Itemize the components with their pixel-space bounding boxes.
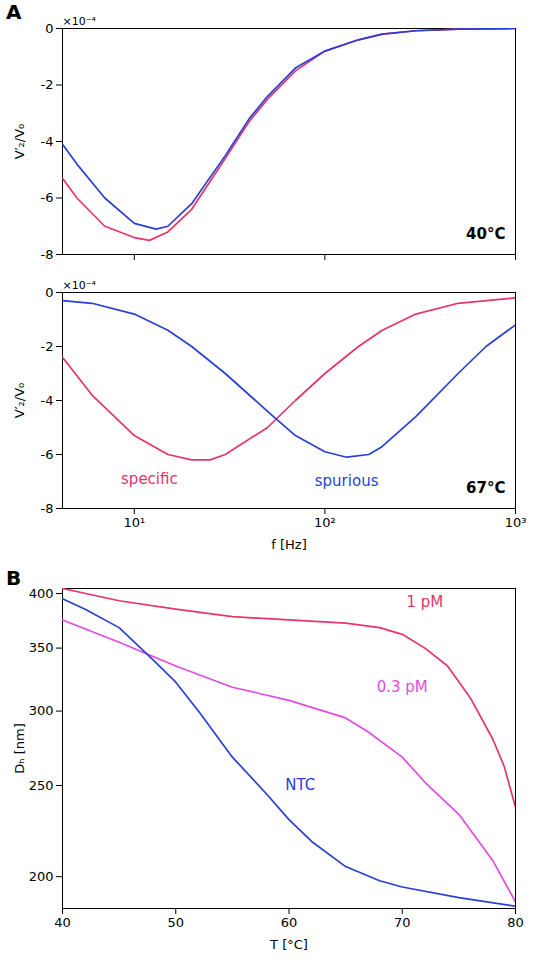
html-text:B: B	[6, 566, 22, 590]
svg-text:250: 250	[29, 778, 54, 793]
svg-text:40: 40	[54, 915, 71, 930]
html-text:A: A	[6, 0, 22, 24]
svg-text:60: 60	[281, 915, 298, 930]
svg-text:67°C: 67°C	[466, 479, 505, 497]
svg-text:spurious: spurious	[315, 472, 379, 490]
svg-text:specific: specific	[121, 470, 178, 488]
svg-text:×10⁻⁴: ×10⁻⁴	[63, 279, 97, 292]
svg-text:350: 350	[29, 640, 54, 655]
svg-text:200: 200	[29, 869, 54, 884]
svg-text:80: 80	[507, 915, 524, 930]
svg-text:0: 0	[45, 285, 53, 300]
svg-text:0: 0	[45, 21, 53, 36]
svg-text:40°C: 40°C	[466, 225, 505, 243]
svg-text:-8: -8	[41, 247, 54, 262]
svg-text:×10⁻⁴: ×10⁻⁴	[63, 15, 97, 28]
svg-text:10³: 10³	[505, 515, 527, 530]
svg-text:-2: -2	[41, 77, 54, 92]
svg-text:V′₂/V₀: V′₂/V₀	[12, 124, 27, 160]
svg-text:NTC: NTC	[285, 776, 315, 794]
svg-text:Dₕ [nm]: Dₕ [nm]	[12, 723, 27, 773]
svg-text:10¹: 10¹	[123, 515, 145, 530]
svg-text:400: 400	[29, 586, 54, 601]
svg-text:300: 300	[29, 703, 54, 718]
svg-text:50: 50	[167, 915, 184, 930]
svg-text:-4: -4	[41, 134, 54, 149]
svg-text:-6: -6	[41, 190, 54, 205]
svg-text:0.3 pM: 0.3 pM	[377, 678, 428, 696]
svg-text:T [°C]: T [°C]	[269, 937, 308, 952]
svg-text:-6: -6	[41, 447, 54, 462]
svg-text:10²: 10²	[314, 515, 336, 530]
svg-text:70: 70	[394, 915, 411, 930]
svg-text:1 pM: 1 pM	[407, 593, 444, 611]
svg-text:-8: -8	[41, 501, 54, 516]
svg-text:-4: -4	[41, 393, 54, 408]
svg-text:V′₂/V₀: V′₂/V₀	[12, 383, 27, 419]
svg-text:-2: -2	[41, 339, 54, 354]
svg-text:f [Hz]: f [Hz]	[271, 537, 306, 552]
